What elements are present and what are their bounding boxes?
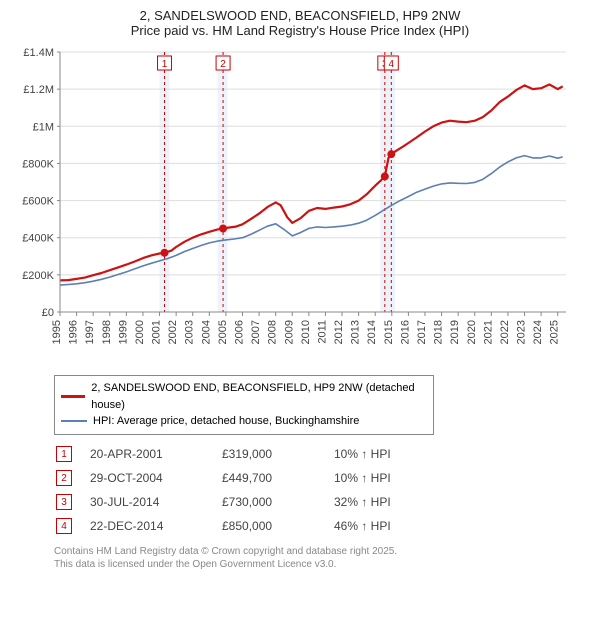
svg-text:£800K: £800K [22, 158, 54, 170]
chart-svg: £0 £200K £400K £600K £800K £1M £1.2M £1.4M 1995 1… [10, 44, 570, 364]
svg-text:1996: 1996 [68, 320, 80, 344]
svg-text:2024: 2024 [532, 320, 544, 344]
svg-text:2019: 2019 [449, 320, 461, 344]
svg-text:1995: 1995 [51, 320, 63, 344]
sale-date: 22-DEC-2014 [90, 515, 220, 537]
legend-label: HPI: Average price, detached house, Buck… [93, 413, 359, 430]
svg-text:2004: 2004 [200, 320, 212, 344]
footer-line-1: Contains HM Land Registry data © Crown c… [54, 545, 590, 558]
sale-price: £449,700 [222, 467, 332, 489]
svg-text:2002: 2002 [167, 320, 179, 344]
svg-text:2016: 2016 [399, 320, 411, 344]
svg-text:1999: 1999 [117, 320, 129, 344]
svg-text:2006: 2006 [233, 320, 245, 344]
svg-text:2011: 2011 [316, 320, 328, 344]
legend-label: 2, SANDELSWOOD END, BEACONSFIELD, HP9 2N… [91, 380, 427, 413]
svg-text:2013: 2013 [350, 320, 362, 344]
legend-swatch [61, 395, 85, 398]
sale-delta: 10% ↑ HPI [334, 443, 401, 465]
sale-delta: 10% ↑ HPI [334, 467, 401, 489]
svg-text:2012: 2012 [333, 320, 345, 344]
title-line-2: Price paid vs. HM Land Registry's House … [10, 23, 590, 38]
svg-text:2023: 2023 [516, 320, 528, 344]
sale-price: £850,000 [222, 515, 332, 537]
title-line-1: 2, SANDELSWOOD END, BEACONSFIELD, HP9 2N… [10, 8, 590, 23]
svg-text:4: 4 [389, 59, 395, 70]
table-row: 1 20-APR-2001£319,00010% ↑ HPI [56, 443, 401, 465]
svg-text:2020: 2020 [466, 320, 478, 344]
svg-text:2: 2 [220, 59, 226, 70]
svg-text:1997: 1997 [84, 320, 96, 344]
legend-row: HPI: Average price, detached house, Buck… [61, 413, 427, 430]
svg-text:2000: 2000 [134, 320, 146, 344]
svg-text:£1M: £1M [33, 121, 54, 133]
footer-attribution: Contains HM Land Registry data © Crown c… [54, 545, 590, 571]
svg-text:£1.2M: £1.2M [23, 84, 54, 96]
legend: 2, SANDELSWOOD END, BEACONSFIELD, HP9 2N… [54, 375, 434, 435]
legend-row: 2, SANDELSWOOD END, BEACONSFIELD, HP9 2N… [61, 380, 427, 413]
sale-marker-box: 3 [56, 494, 72, 510]
svg-text:£200K: £200K [22, 270, 54, 282]
table-row: 3 30-JUL-2014£730,00032% ↑ HPI [56, 491, 401, 513]
svg-text:2001: 2001 [151, 320, 163, 344]
table-row: 2 29-OCT-2004£449,70010% ↑ HPI [56, 467, 401, 489]
sale-marker-box: 4 [56, 518, 72, 534]
svg-text:1: 1 [162, 59, 168, 70]
sales-table: 1 20-APR-2001£319,00010% ↑ HPI 2 29-OCT-200… [54, 441, 403, 539]
svg-text:2021: 2021 [482, 320, 494, 344]
svg-text:£1.4M: £1.4M [23, 47, 54, 59]
sale-delta: 46% ↑ HPI [334, 515, 401, 537]
chart-area: £0 £200K £400K £600K £800K £1M £1.2M £1.4M 1995 1… [10, 44, 590, 369]
sale-marker-box: 2 [56, 470, 72, 486]
legend-swatch [61, 420, 87, 422]
footer-line-2: This data is licensed under the Open Gov… [54, 558, 590, 571]
sale-delta: 32% ↑ HPI [334, 491, 401, 513]
svg-text:2010: 2010 [300, 320, 312, 344]
table-row: 4 22-DEC-2014£850,00046% ↑ HPI [56, 515, 401, 537]
svg-text:2009: 2009 [283, 320, 295, 344]
svg-text:2003: 2003 [184, 320, 196, 344]
svg-text:2015: 2015 [383, 320, 395, 344]
svg-text:2007: 2007 [250, 320, 262, 344]
svg-text:2025: 2025 [549, 320, 561, 344]
svg-text:2005: 2005 [217, 320, 229, 344]
sale-price: £319,000 [222, 443, 332, 465]
sale-date: 29-OCT-2004 [90, 467, 220, 489]
sale-price: £730,000 [222, 491, 332, 513]
sale-date: 30-JUL-2014 [90, 491, 220, 513]
svg-text:2014: 2014 [366, 320, 378, 344]
sale-marker-box: 1 [56, 446, 72, 462]
svg-text:2008: 2008 [267, 320, 279, 344]
svg-text:2022: 2022 [499, 320, 511, 344]
svg-text:£400K: £400K [22, 233, 54, 245]
svg-text:£600K: £600K [22, 196, 54, 208]
svg-text:£0: £0 [42, 307, 54, 319]
svg-text:2018: 2018 [433, 320, 445, 344]
svg-text:2017: 2017 [416, 320, 428, 344]
chart-title-block: 2, SANDELSWOOD END, BEACONSFIELD, HP9 2N… [10, 8, 590, 38]
sale-date: 20-APR-2001 [90, 443, 220, 465]
svg-text:1998: 1998 [101, 320, 113, 344]
